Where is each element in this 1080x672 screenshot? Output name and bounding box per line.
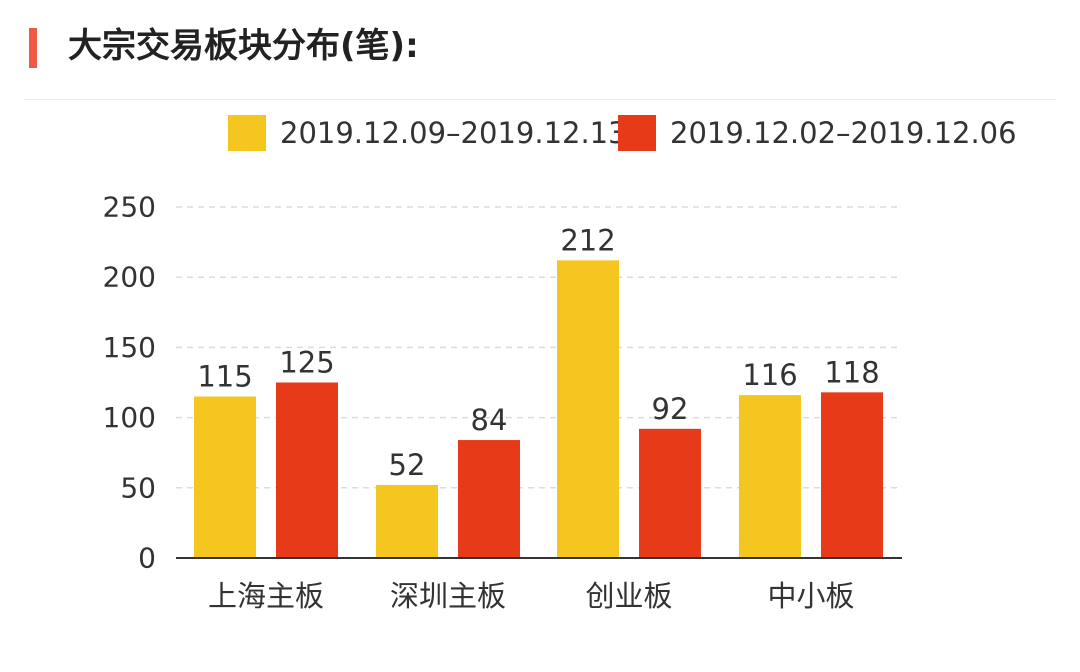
data-label-1-2: 52 <box>389 448 426 482</box>
legend-label-series-1: 2019.12.09–2019.12.13 <box>280 116 627 150</box>
x-category-label-2: 深圳主板 <box>390 579 506 613</box>
bar-1-2 <box>376 484 438 558</box>
legend-swatch-series-1 <box>228 115 266 151</box>
data-label-2-3: 92 <box>652 392 689 426</box>
bar-2-3 <box>639 428 701 558</box>
bar-2-4 <box>821 392 883 558</box>
legend-label-series-2: 2019.12.02–2019.12.06 <box>670 116 1017 150</box>
data-label-2-4: 118 <box>824 355 879 389</box>
x-category-label-1: 上海主板 <box>208 579 324 613</box>
x-category-label-3: 创业板 <box>585 579 672 613</box>
page-title: 大宗交易板块分布(笔): <box>68 26 419 66</box>
bar-1-3 <box>557 260 619 558</box>
data-label-2-2: 84 <box>471 403 508 437</box>
bar-2-2 <box>458 440 520 558</box>
y-tick-label-100: 100 <box>103 401 156 434</box>
title-accent-bar <box>29 28 37 68</box>
title-divider <box>24 99 1056 100</box>
y-tick-label-250: 250 <box>103 191 156 224</box>
data-label-1-1: 115 <box>197 360 252 394</box>
data-label-1-3: 212 <box>560 223 615 257</box>
data-label-1-4: 116 <box>742 358 797 392</box>
bar-1-4 <box>739 395 801 558</box>
y-tick-label-150: 150 <box>103 331 156 364</box>
x-category-label-4: 中小板 <box>767 579 854 613</box>
bar-1-1 <box>194 396 256 558</box>
y-tick-label-50: 50 <box>120 471 156 504</box>
y-tick-label-200: 200 <box>103 261 156 294</box>
y-tick-label-0: 0 <box>138 542 156 575</box>
legend-swatch-series-2 <box>618 115 656 151</box>
data-label-2-1: 125 <box>279 346 334 380</box>
bar-2-1 <box>276 382 338 558</box>
